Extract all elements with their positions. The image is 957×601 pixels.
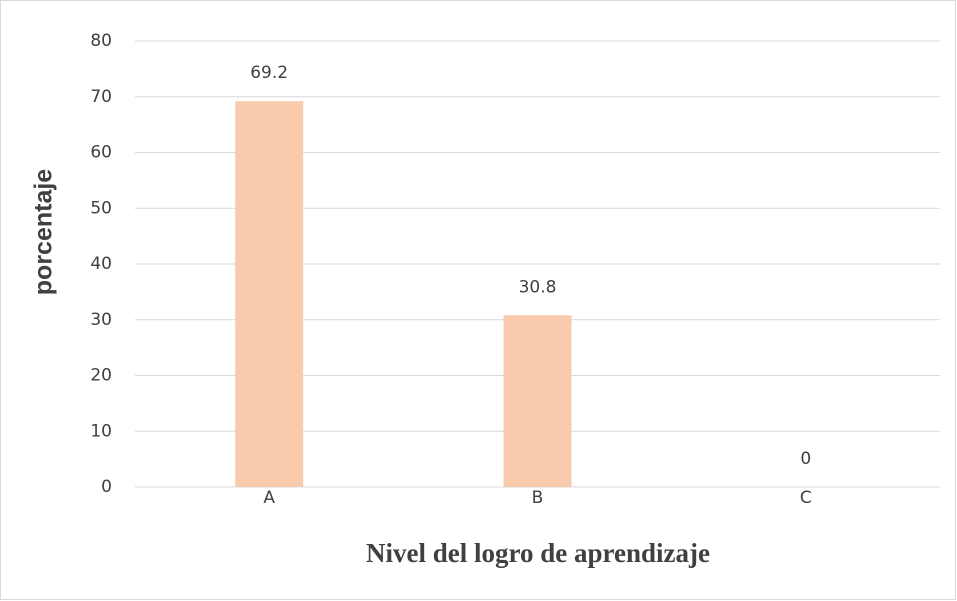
data-label: 69.2: [250, 63, 288, 83]
y-tick-label: 50: [90, 198, 112, 218]
x-axis-title: Nivel del logro de aprendizaje: [366, 538, 710, 568]
y-tick-label: 30: [90, 310, 112, 330]
y-tick-label: 0: [101, 477, 112, 497]
x-tick-label: A: [263, 488, 275, 508]
bar: [503, 315, 572, 487]
x-tick-label: C: [800, 488, 812, 508]
y-tick-label: 20: [90, 366, 112, 386]
y-tick-label: 10: [90, 421, 112, 441]
data-label: 0: [800, 449, 811, 469]
y-tick-label: 60: [90, 143, 112, 163]
y-axis-title: porcentaje: [30, 169, 58, 296]
x-tick-label: B: [532, 488, 544, 508]
y-tick-label: 80: [90, 31, 112, 51]
y-tick-label: 70: [90, 87, 112, 107]
y-tick-label: 40: [90, 254, 112, 274]
bar: [235, 101, 304, 488]
data-label: 30.8: [519, 277, 557, 297]
